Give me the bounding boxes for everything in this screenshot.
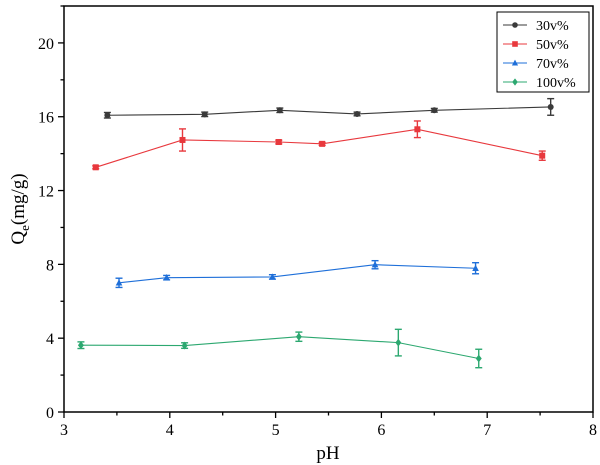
data-point (354, 110, 361, 117)
data-point (115, 279, 123, 286)
data-point (371, 261, 379, 268)
legend-label: 100v% (536, 76, 576, 91)
y-tick-label: 8 (46, 257, 54, 274)
y-tick-label: 0 (46, 405, 54, 422)
legend-marker (512, 78, 518, 86)
data-point (92, 164, 99, 171)
data-point (547, 103, 554, 110)
series-line (80, 336, 479, 360)
data-point (77, 341, 84, 350)
series-line (107, 106, 551, 116)
data-point (201, 111, 208, 118)
series-line (95, 128, 543, 168)
series-line (118, 264, 476, 284)
data-point (475, 354, 482, 363)
legend: 30v% 50v% 70v% 100v% (496, 11, 590, 93)
x-tick-label: 6 (377, 422, 385, 439)
series-30vpct (103, 97, 555, 119)
x-tick-label: 4 (166, 422, 174, 439)
data-point (414, 126, 421, 133)
y-tick-label: 12 (38, 184, 54, 201)
legend-label: 70v% (536, 57, 569, 72)
legend-label: 30v% (536, 19, 569, 34)
legend-marker (512, 22, 518, 28)
data-point (269, 273, 276, 280)
data-point (179, 136, 186, 143)
x-axis-label: pH (316, 443, 340, 464)
x-tick-label: 7 (483, 422, 491, 439)
data-point (181, 341, 188, 350)
y-tick-label: 4 (46, 331, 54, 348)
x-tick-label: 5 (272, 422, 280, 439)
series-70vpct (115, 259, 480, 289)
series-50vpct (92, 120, 546, 171)
data-point (275, 139, 282, 146)
data-point (472, 264, 479, 271)
data-point (104, 112, 111, 119)
y-tick-label: 20 (38, 36, 54, 53)
series-100vpct (77, 328, 483, 369)
data-point (431, 107, 438, 114)
legend-label: 50v% (536, 38, 569, 53)
x-tick-label: 3 (60, 422, 68, 439)
legend-marker (511, 59, 519, 66)
data-point (276, 107, 283, 114)
y-tick-label: 16 (38, 110, 54, 127)
data-point (319, 140, 326, 147)
data-point (395, 338, 402, 347)
legend-marker (512, 41, 518, 47)
y-axis-label: Qe(mg/g) (8, 173, 32, 244)
data-point (539, 152, 546, 159)
x-tick-label: 8 (589, 422, 597, 439)
data-point (163, 274, 170, 281)
data-point (295, 332, 302, 341)
